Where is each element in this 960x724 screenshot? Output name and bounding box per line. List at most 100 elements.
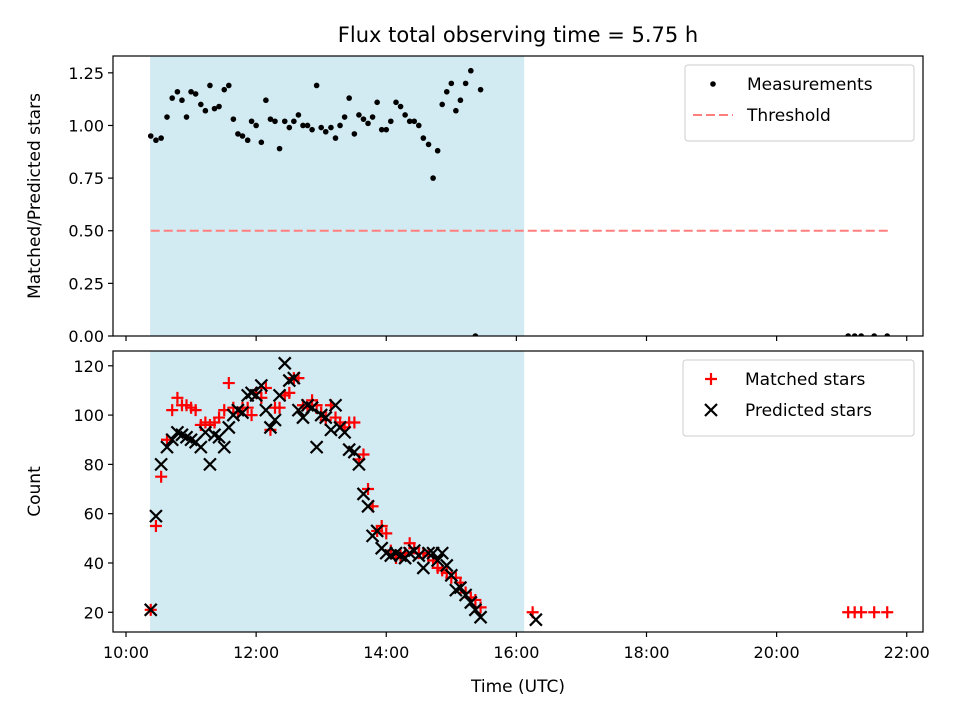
measurement-point: [309, 126, 315, 133]
matched-star-point: [166, 404, 179, 417]
y-tick-label: 1.00: [68, 116, 104, 135]
x-tick-label: 22:00: [884, 643, 930, 662]
predicted-star-point: [203, 457, 217, 472]
measurement-point: [845, 333, 851, 336]
measurement-point: [360, 116, 367, 122]
y-tick-label: 0.50: [68, 222, 104, 241]
measurement-point: [457, 97, 464, 104]
predicted-star-point: [235, 405, 250, 420]
y-tick-label: 0.25: [68, 274, 104, 293]
predicted-star-point: [249, 388, 263, 403]
predicted-star-point: [361, 499, 375, 514]
measurement-point: [253, 122, 259, 129]
measurement-point: [411, 118, 418, 125]
chart-title: Flux total observing time = 5.75 h: [338, 23, 698, 47]
predicted-star-point: [356, 487, 371, 501]
y-tick-label: 20: [84, 603, 104, 622]
predicted-star-point: [347, 445, 362, 459]
measurement-point: [397, 103, 404, 110]
measurement-point: [448, 80, 455, 87]
x-axis-label: Time (UTC): [470, 677, 565, 697]
predicted-star-point: [143, 603, 158, 617]
measurement-point: [272, 118, 278, 125]
matched-star-point: [868, 606, 881, 619]
measurement-point: [169, 95, 176, 101]
panel-data: [147, 67, 891, 336]
measurement-point: [248, 118, 255, 125]
predicted-star-point: [217, 440, 232, 454]
measurement-point: [147, 133, 154, 139]
predicted-star-point: [305, 400, 319, 415]
panel-1: 0.00 0.25 0.50 0.75 1.00 1.25 Matched/Predicte…: [25, 55, 924, 346]
measurement-point: [462, 80, 469, 87]
observing-window-shade: [150, 56, 525, 336]
measurement-point: [468, 67, 474, 74]
measurement-point: [415, 122, 422, 129]
measurement-point: [439, 101, 446, 108]
matched-star-point: [171, 391, 184, 404]
panel-frame: [112, 55, 924, 337]
measurement-point: [443, 88, 450, 95]
legend-plus-icon: [705, 373, 717, 385]
measurement-point: [871, 333, 878, 336]
y-tick-label: 60: [84, 505, 104, 524]
matched-star-point: [245, 409, 258, 422]
predicted-star-point: [453, 580, 468, 595]
panel-2: 20 40 60 80 100 120 Count 10:00 12:00 14:00 16:00 1…: [25, 350, 930, 662]
measurement-point: [286, 124, 293, 131]
measurement-point: [884, 333, 891, 336]
measurement-point: [393, 99, 399, 106]
measurement-point: [388, 118, 394, 125]
x-tick-label: 18:00: [623, 643, 669, 662]
measurement-point: [188, 88, 194, 95]
chart-layers: 0.00 0.25 0.50 0.75 1.00 1.25 Matched/Predicte…: [25, 55, 930, 662]
measurement-point: [244, 137, 251, 144]
predicted-star-point: [328, 398, 343, 413]
measurement-point: [341, 114, 348, 120]
y-tick-label: 100: [73, 406, 104, 425]
measurement-point: [322, 128, 329, 135]
measurement-point: [378, 126, 385, 133]
matched-star-point: [259, 381, 272, 394]
x-tick-label: 20:00: [754, 643, 800, 662]
predicted-star-point: [444, 568, 459, 583]
measurement-point: [420, 135, 427, 141]
legend-label: Predicted stars: [745, 401, 872, 421]
measurement-point: [356, 112, 362, 118]
matched-star-point: [149, 520, 162, 533]
measurement-point: [164, 114, 170, 120]
measurement-point: [202, 107, 209, 114]
matched-star-point: [213, 411, 226, 424]
measurement-point: [477, 86, 484, 93]
legend: Matched stars Predicted stars: [682, 359, 915, 437]
x-tick-label: 14:00: [363, 643, 409, 662]
measurement-point: [235, 131, 241, 137]
measurement-point: [346, 95, 352, 101]
panel-data: [143, 356, 894, 627]
predicted-star-point: [370, 524, 384, 538]
y-tick-label: 80: [84, 455, 104, 474]
matched-star-point: [283, 386, 296, 399]
predicted-star-point: [291, 403, 306, 417]
measurement-point: [276, 145, 283, 152]
measurement-point: [211, 105, 218, 112]
predicted-star-point: [337, 425, 352, 440]
predicted-star-point: [464, 595, 478, 610]
predicted-star-point: [435, 546, 449, 560]
matched-star-point: [273, 401, 286, 414]
measurement-point: [430, 175, 436, 181]
predicted-star-point: [160, 440, 174, 454]
y-tick-label: 40: [84, 554, 104, 573]
measurement-point: [230, 116, 237, 122]
measurement-point: [179, 97, 185, 104]
predicted-star-point: [287, 371, 301, 385]
measurement-point: [851, 333, 858, 336]
measurement-point: [258, 139, 265, 146]
legend-label: Matched stars: [745, 370, 865, 390]
predicted-star-point: [416, 561, 431, 575]
legend-box: [682, 359, 915, 437]
predicted-star-point: [194, 440, 208, 454]
y-axis-label: Matched/Predicted stars: [25, 93, 45, 299]
matched-star-point: [222, 377, 235, 390]
